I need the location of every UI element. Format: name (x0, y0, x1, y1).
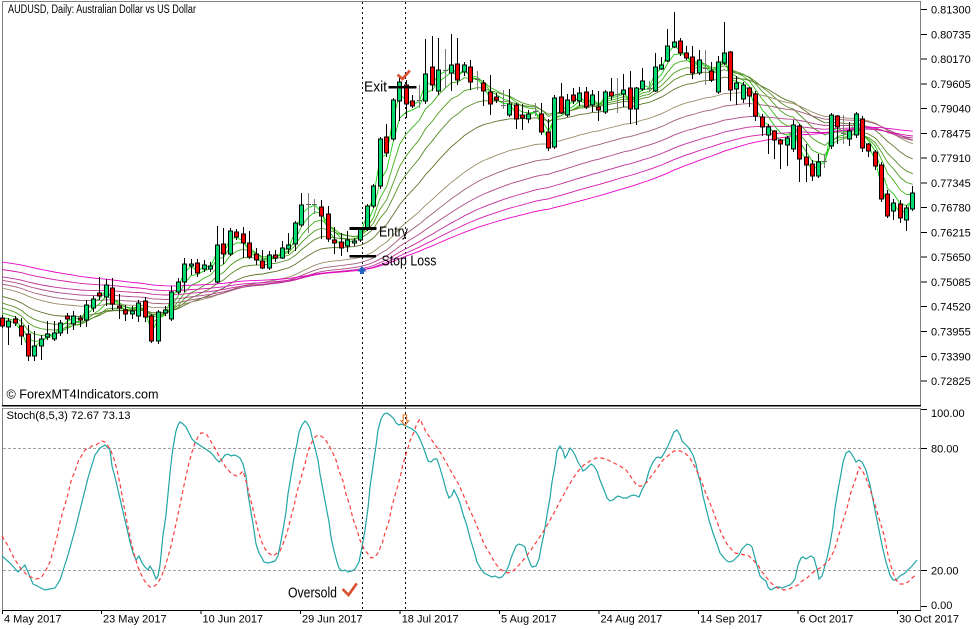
svg-text:5 Aug 2017: 5 Aug 2017 (501, 614, 557, 626)
svg-text:18 Jul 2017: 18 Jul 2017 (402, 614, 459, 626)
svg-text:0.00: 0.00 (931, 600, 952, 612)
svg-text:Entry: Entry (379, 224, 409, 240)
svg-text:10 Jun 2017: 10 Jun 2017 (203, 614, 264, 626)
svg-text:© ForexMT4Indicators.com: © ForexMT4Indicators.com (7, 388, 159, 402)
svg-text:0.80735: 0.80735 (931, 29, 971, 41)
svg-text:14 Sep 2017: 14 Sep 2017 (700, 614, 762, 626)
svg-text:0.72825: 0.72825 (931, 376, 971, 388)
svg-text:0.80170: 0.80170 (931, 54, 971, 66)
svg-text:0.76215: 0.76215 (931, 227, 971, 239)
svg-text:0.77910: 0.77910 (931, 153, 971, 165)
svg-text:0.76780: 0.76780 (931, 203, 971, 215)
svg-text:24 Aug 2017: 24 Aug 2017 (601, 614, 663, 626)
svg-text:0.79040: 0.79040 (931, 104, 971, 116)
svg-text:0.81300: 0.81300 (931, 5, 971, 17)
svg-text:29 Jun 2017: 29 Jun 2017 (302, 614, 363, 626)
svg-text:0.75085: 0.75085 (931, 277, 971, 289)
svg-text:0.79605: 0.79605 (931, 79, 971, 91)
svg-text:Stoch(8,5,3) 72.67 73.13: Stoch(8,5,3) 72.67 73.13 (7, 410, 131, 422)
svg-text:Oversold: Oversold (288, 586, 337, 602)
svg-text:30 Oct 2017: 30 Oct 2017 (899, 614, 959, 626)
svg-text:0.73390: 0.73390 (931, 351, 971, 363)
svg-text:0.73955: 0.73955 (931, 327, 971, 339)
svg-text:6 Oct 2017: 6 Oct 2017 (800, 614, 854, 626)
svg-text:0.78475: 0.78475 (931, 128, 971, 140)
svg-text:AUDUSD, Daily: Australian Doll: AUDUSD, Daily: Australian Dollar vs US D… (8, 4, 196, 16)
svg-text:0.77345: 0.77345 (931, 178, 971, 190)
svg-text:0.75650: 0.75650 (931, 252, 971, 264)
svg-text:23 May 2017: 23 May 2017 (103, 614, 167, 626)
svg-text:0.74520: 0.74520 (931, 302, 971, 314)
svg-text:80.00: 80.00 (931, 444, 959, 456)
svg-text:Exit: Exit (364, 79, 387, 95)
svg-text:100.00: 100.00 (931, 408, 965, 420)
svg-text:20.00: 20.00 (931, 566, 959, 578)
svg-text:Stop Loss: Stop Loss (382, 253, 437, 269)
svg-text:4 May 2017: 4 May 2017 (4, 614, 61, 626)
